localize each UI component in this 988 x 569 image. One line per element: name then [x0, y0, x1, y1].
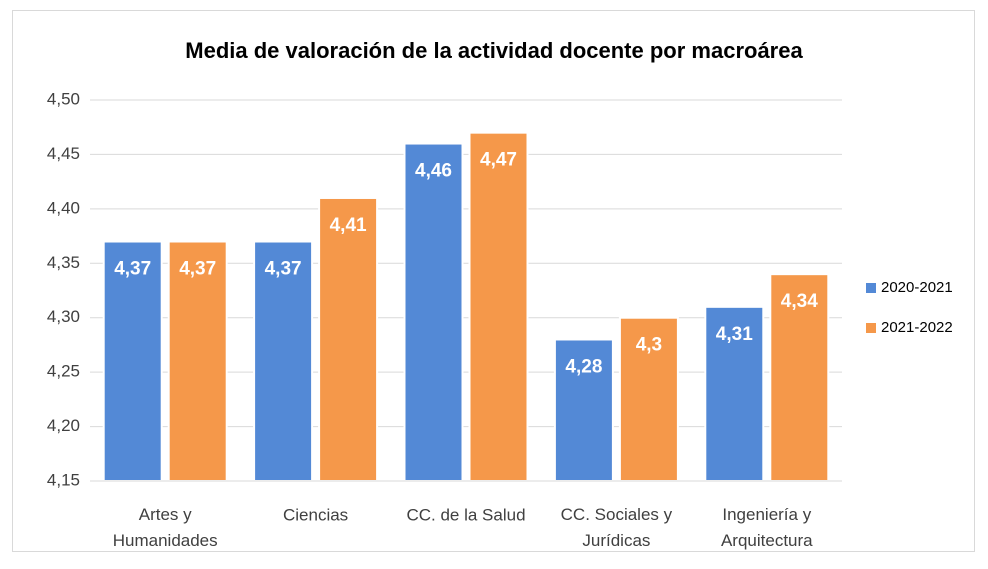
chart-title: Media de valoración de la actividad doce…	[185, 38, 803, 63]
data-label: 4,31	[716, 324, 753, 345]
bar	[553, 338, 614, 482]
legend-label: 2020-2021	[881, 279, 953, 296]
data-label: 4,47	[480, 150, 517, 171]
data-label: 4,41	[330, 215, 367, 236]
legend-label: 2021-2022	[881, 319, 953, 336]
data-label: 4,28	[565, 357, 602, 378]
bar	[468, 131, 529, 483]
legend-swatch	[866, 323, 876, 333]
y-tick-label: 4,35	[47, 253, 80, 272]
data-label: 4,46	[415, 161, 452, 182]
x-tick-label: Ciencias	[283, 505, 348, 524]
data-label: 4,34	[781, 291, 818, 312]
y-tick-label: 4,30	[47, 307, 80, 326]
data-label: 4,37	[179, 259, 216, 280]
data-label: 4,37	[114, 259, 151, 280]
bar	[769, 273, 830, 482]
y-tick-label: 4,40	[47, 198, 80, 217]
bar	[167, 240, 228, 482]
x-tick-label: CC. Sociales y Jurídicas	[561, 505, 673, 550]
data-label: 4,37	[265, 259, 302, 280]
bar	[704, 305, 765, 483]
bar	[253, 240, 314, 482]
data-label: 4,3	[636, 335, 662, 356]
y-tick-label: 4,45	[47, 144, 80, 163]
y-tick-label: 4,20	[47, 416, 80, 435]
y-tick-label: 4,25	[47, 362, 80, 381]
y-tick-label: 4,15	[47, 470, 80, 489]
bar	[403, 142, 464, 483]
x-tick-label: Ingeniería y Arquitectura	[721, 505, 813, 550]
legend-swatch	[866, 283, 876, 293]
y-tick-label: 4,50	[47, 89, 80, 108]
bar	[318, 196, 379, 482]
bar	[618, 316, 679, 483]
x-tick-label: Artes y Humanidades	[113, 505, 218, 550]
x-tick-label: CC. de la Salud	[406, 505, 525, 524]
